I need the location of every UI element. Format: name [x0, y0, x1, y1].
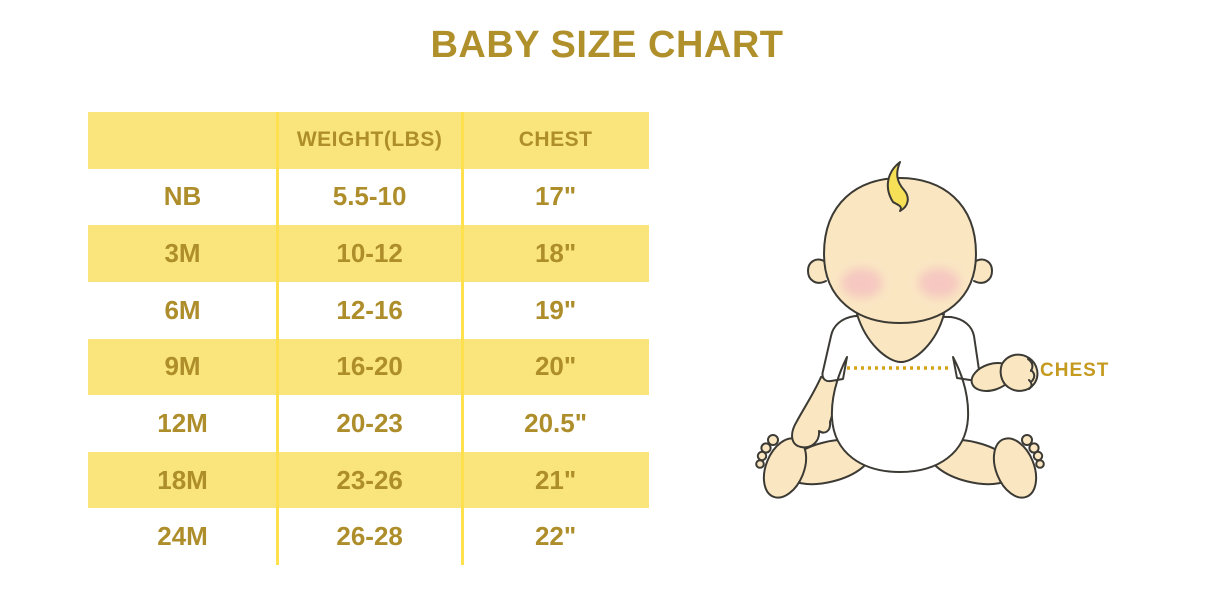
table-row: 12M 20-23 20.5" [88, 395, 649, 452]
weight-cell: 5.5-10 [332, 181, 407, 212]
table-row: 6M 12-16 19" [88, 281, 649, 339]
chest-cell: 17" [534, 181, 577, 212]
weight-cell: 10-12 [336, 238, 403, 269]
size-cell: 12M [157, 407, 208, 438]
table-row: 3M 10-12 18" [88, 225, 649, 282]
weight-cell: 12-16 [336, 294, 403, 325]
column-divider [460, 112, 464, 565]
size-cell: NB [163, 181, 202, 212]
baby-right-arm [970, 353, 1039, 392]
chest-cell: 22" [534, 521, 577, 552]
size-cell: 9M [164, 351, 201, 382]
chest-label: CHEST [1040, 360, 1109, 381]
baby-right-leg [928, 434, 1045, 499]
size-cell: 18M [157, 464, 208, 495]
size-cell: 6M [164, 294, 201, 325]
baby-hair-curl [886, 161, 909, 212]
page-title: BABY SIZE CHART [430, 24, 784, 66]
table-row: NB 5.5-10 17" [88, 168, 649, 226]
baby-right-ear [973, 258, 993, 284]
chest-cell: 20" [534, 351, 577, 382]
weight-cell: 23-26 [336, 464, 403, 495]
baby-right-cheek [918, 268, 960, 298]
chest-cell: 18" [534, 238, 577, 269]
chest-cell: 21" [534, 464, 577, 495]
size-cell: 24M [157, 521, 208, 552]
column-divider [275, 112, 279, 565]
header-weight: WEIGHT(LBS) [296, 128, 443, 152]
chest-cell: 20.5" [524, 407, 588, 438]
table-row: 24M 26-28 22" [88, 508, 649, 565]
baby-illustration: CHEST [740, 150, 1160, 530]
chest-cell: 19" [534, 294, 577, 325]
weight-cell: 20-23 [336, 407, 403, 438]
baby-left-ear [807, 258, 827, 284]
size-cell: 3M [164, 238, 201, 269]
table-row: 18M 23-26 21" [88, 451, 649, 509]
baby-left-cheek [841, 268, 883, 298]
baby-drawing: CHEST [755, 161, 1109, 499]
size-table: WEIGHT(LBS) CHEST NB 5.5-10 17" 3M 10-12… [88, 112, 649, 565]
header-chest: CHEST [518, 128, 593, 152]
baby-neck [856, 313, 945, 363]
weight-cell: 16-20 [336, 351, 403, 382]
table-row: 9M 16-20 20" [88, 338, 649, 396]
table-header-row: WEIGHT(LBS) CHEST [88, 112, 649, 169]
weight-cell: 26-28 [336, 521, 403, 552]
